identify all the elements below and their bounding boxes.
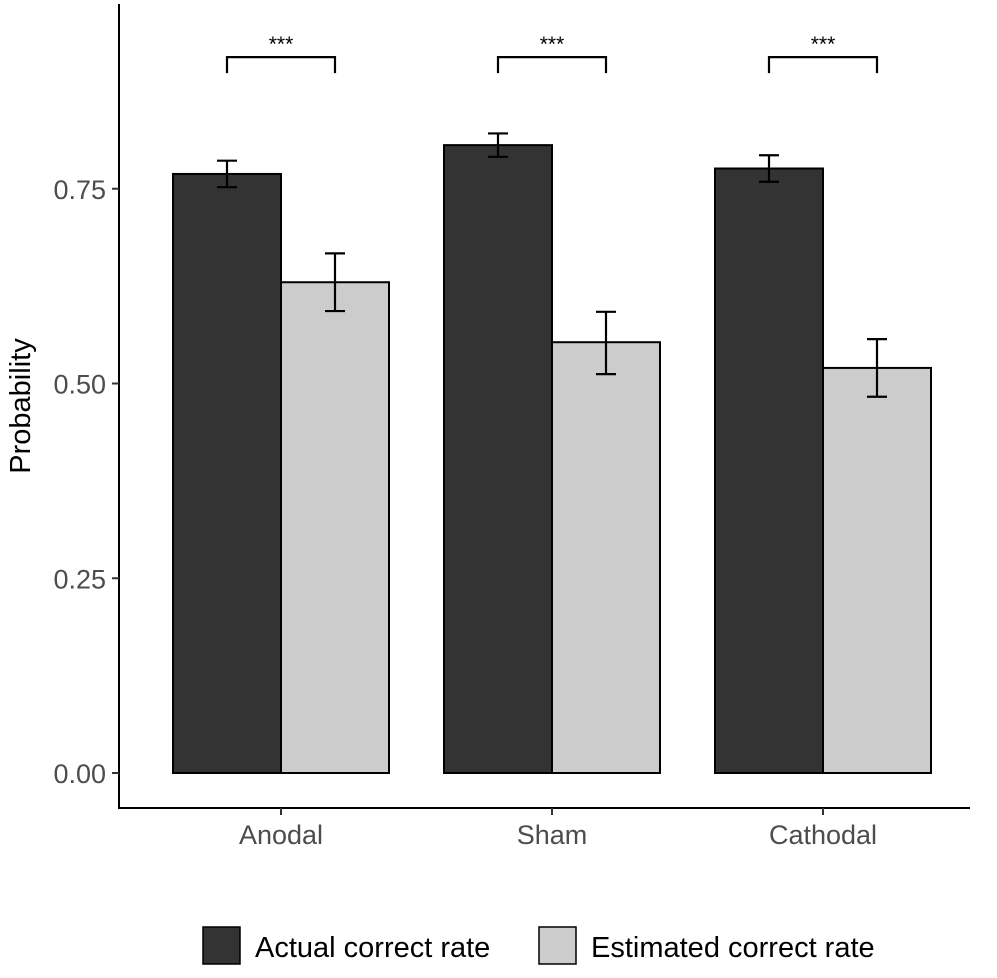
significance-label: *** [811, 33, 836, 56]
legend-swatch-estimated [538, 926, 577, 965]
significance-layer: *** *** *** [225, 33, 879, 74]
error-bar-anodal-estimated [325, 252, 345, 313]
bar-cathodal-actual [714, 167, 824, 775]
error-bar-anodal-actual [217, 159, 237, 189]
significance-anodal: *** [225, 33, 337, 74]
legend: Actual correct rate Estimated correct ra… [202, 926, 875, 965]
bars-layer [172, 144, 932, 775]
legend-label-actual: Actual correct rate [255, 932, 490, 964]
legend-swatch-actual [202, 926, 241, 965]
error-bar-cathodal-estimated [867, 337, 887, 398]
x-ticks-layer: Anodal Sham Cathodal [239, 808, 877, 850]
x-tick-label-sham: Sham [517, 820, 588, 850]
x-tick-label-anodal: Anodal [239, 820, 323, 850]
error-bar-sham-estimated [596, 310, 616, 376]
y-tick-label: 0.50 [53, 370, 106, 400]
significance-cathodal: *** [767, 33, 879, 74]
legend-label-estimated: Estimated correct rate [591, 932, 875, 964]
error-bar-cathodal-actual [759, 154, 779, 183]
bar-cathodal-estimated [822, 366, 932, 774]
bar-anodal-actual [172, 172, 282, 775]
y-ticks-layer: 0.00 0.25 0.50 0.75 [53, 175, 119, 789]
x-tick-label-cathodal: Cathodal [769, 820, 877, 850]
error-bar-sham-actual [488, 132, 508, 158]
significance-bracket [225, 55, 337, 74]
y-tick-label: 0.00 [53, 759, 106, 789]
bar-sham-estimated [551, 341, 661, 774]
bar-sham-actual [443, 144, 553, 775]
significance-label: *** [540, 33, 565, 56]
significance-label: *** [269, 33, 294, 56]
significance-bracket [496, 55, 608, 74]
significance-bracket [767, 55, 879, 74]
y-tick-label: 0.75 [53, 175, 106, 205]
y-axis-title: Probability [5, 338, 37, 474]
bar-anodal-estimated [280, 281, 390, 774]
significance-sham: *** [496, 33, 608, 74]
error-bars-layer [217, 132, 887, 398]
y-tick-label: 0.25 [53, 564, 106, 594]
